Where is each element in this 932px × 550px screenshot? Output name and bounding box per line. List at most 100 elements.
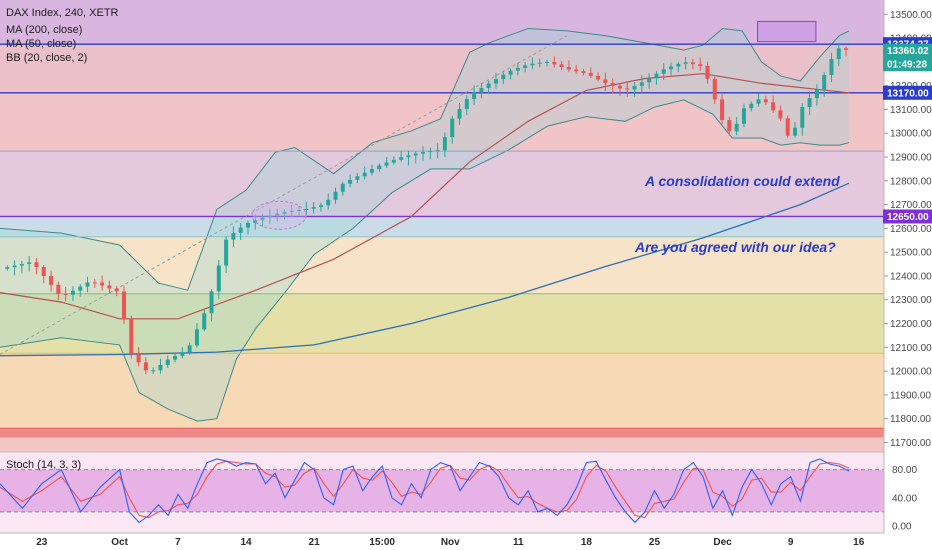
candle-body [136,354,141,363]
candle-body [793,127,798,136]
candle-body [19,263,24,266]
candle [493,72,498,89]
candle [552,56,557,68]
candle-body [384,162,389,166]
candle [85,276,90,293]
y-tick-label: 13500.00 [890,10,932,21]
candle-body [238,227,243,233]
candle [661,63,666,80]
chart-title: DAX Index, 240, XETR [6,7,119,19]
candle [253,214,258,230]
candle [457,102,462,126]
candle-body [501,74,506,80]
price-label: 01:49:28 [883,57,932,72]
candle-body [610,83,615,86]
candle-body [596,75,601,80]
candle-body [705,65,710,79]
price-pane[interactable] [0,0,884,452]
candle-body [129,319,134,355]
ma50-line [0,73,850,320]
candle [180,347,185,359]
stoch-k-line [0,458,850,524]
candle [318,202,323,212]
candle [369,164,374,176]
candle-body [369,169,374,173]
candle [756,93,761,107]
candle [617,83,622,97]
candle [158,358,163,374]
candle [333,187,338,204]
candle-body [180,352,185,356]
candle-body [78,286,83,291]
zone-3 [0,236,884,294]
consolidation-ellipse [251,200,307,230]
bb-lower-line [0,99,850,422]
candle-body [245,222,250,228]
y-tick-label: 12900.00 [890,153,932,164]
x-tick-label: 14 [240,537,252,548]
candle [581,68,586,76]
x-tick-label: Oct [111,537,128,548]
candle-body [5,267,10,269]
candle-body [311,207,316,209]
stoch-tick-label: 0.00 [892,521,912,532]
candle-body [289,210,294,212]
candle [49,270,54,292]
y-tick-label: 11800.00 [890,414,931,425]
candle [224,236,229,274]
candle [793,121,798,138]
candle-body [676,63,681,67]
candle-body [530,63,535,66]
resistance-box [757,20,817,43]
y-tick-label: 12400.00 [890,271,932,282]
stoch-pane[interactable] [0,451,884,533]
candle-body [224,239,229,266]
candle-body [669,66,674,70]
candle [173,353,178,363]
price-label-text: 12650.00 [887,212,929,223]
candle-body [253,220,258,223]
candle-body [377,165,382,170]
candle [92,278,97,288]
candle-body [698,64,703,66]
candle-body [844,48,849,50]
y-tick-label: 12600.00 [890,224,932,235]
price-label-text: 13170.00 [887,88,929,99]
x-tick-label: 11 [513,537,524,548]
candle [151,367,156,374]
candle-body [785,118,790,136]
candle [143,357,148,375]
candle-body [683,62,688,64]
candle-body [450,118,455,138]
candle-body [435,150,440,152]
candle [326,193,331,210]
legend-ma200: MA (200, close) [6,24,82,36]
candle [19,260,24,274]
candle [165,355,170,369]
candle [78,284,83,297]
candle [844,46,849,57]
candle-body [114,288,119,292]
candle-body [537,62,542,64]
zone-7 [0,44,884,93]
candle [712,76,717,104]
candle [807,90,812,115]
candle-body [581,71,586,74]
candle [705,61,710,84]
zone-5 [0,151,884,217]
candle-body [523,65,528,68]
candle-body [399,157,404,160]
candle-body [282,211,287,214]
candle-body [588,73,593,76]
candle [275,208,280,222]
candle-body [143,362,148,371]
candle [515,62,520,76]
bottom-axis-bg [0,533,932,550]
candle [107,280,112,294]
candle [472,85,477,106]
candle [603,72,608,92]
price-label-bg [883,43,932,58]
candle-body [49,275,54,285]
candle-body [297,210,302,212]
